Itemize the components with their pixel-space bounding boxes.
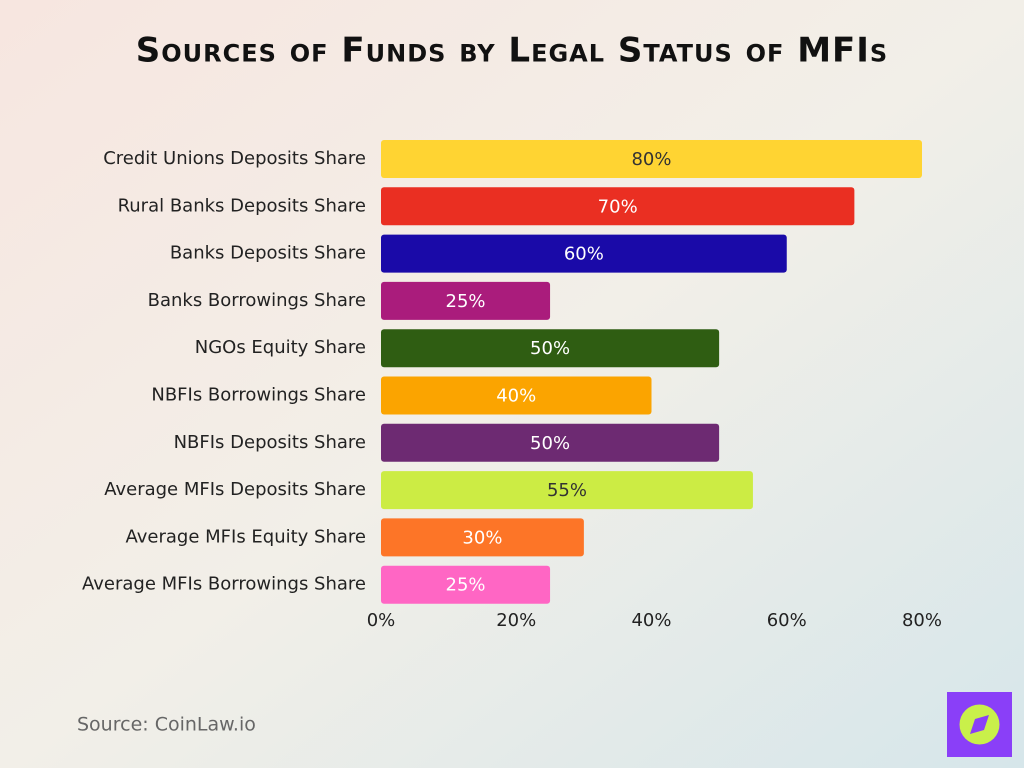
x-tick-label: 40% (631, 610, 671, 631)
value-label: 60% (564, 244, 604, 265)
value-label: 50% (530, 433, 570, 454)
bar (381, 471, 753, 510)
bar (381, 329, 720, 368)
x-tick-label: 80% (902, 610, 942, 631)
bar (381, 234, 787, 273)
y-tick-label: Average MFIs Borrowings Share (82, 574, 366, 595)
value-label: 70% (598, 196, 638, 217)
y-tick-label: Average MFIs Equity Share (125, 526, 366, 547)
bar (381, 565, 551, 604)
bar (381, 376, 652, 415)
value-label: 40% (496, 386, 536, 407)
y-tick-label: Credit Unions Deposits Share (103, 148, 366, 169)
value-label: 30% (462, 527, 502, 548)
x-tick-label: 20% (496, 610, 536, 631)
y-tick-label: Banks Borrowings Share (148, 290, 366, 311)
y-tick-label: Average MFIs Deposits Share (104, 479, 366, 500)
value-label: 25% (446, 575, 486, 596)
y-tick-label: NBFIs Deposits Share (174, 432, 366, 453)
logo (947, 692, 1012, 757)
value-label: 50% (530, 338, 570, 359)
source-note: Source: CoinLaw.io (77, 714, 256, 736)
y-tick-label: NBFIs Borrowings Share (151, 385, 366, 406)
y-tick-label: Rural Banks Deposits Share (118, 195, 366, 216)
y-tick-label: Banks Deposits Share (170, 243, 366, 264)
x-tick-label: 60% (767, 610, 807, 631)
y-tick-label: NGOs Equity Share (195, 337, 366, 358)
bar (381, 281, 551, 320)
bar (381, 140, 922, 178)
value-label: 55% (547, 480, 587, 501)
bar (381, 187, 855, 226)
bar (381, 518, 584, 557)
bar (381, 423, 720, 462)
value-label: 25% (446, 291, 486, 312)
chart-title: Sources of Funds by Legal Status of MFIs (136, 31, 888, 71)
value-label: 80% (631, 149, 671, 170)
x-tick-label: 0% (367, 610, 396, 631)
